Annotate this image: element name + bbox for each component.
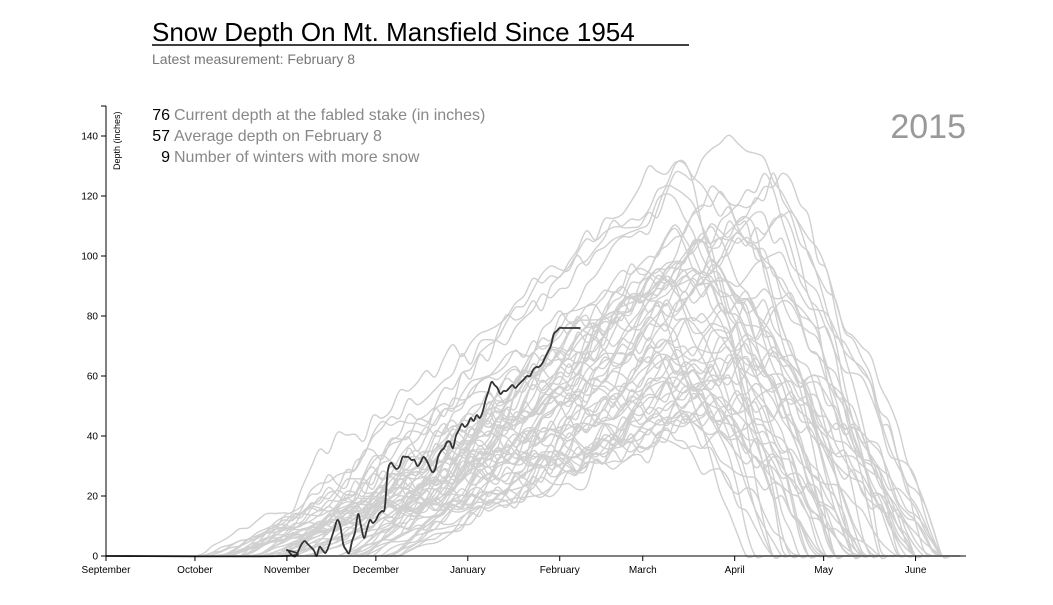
y-tick-label: 0 (92, 552, 98, 563)
y-tick-label: 80 (87, 312, 99, 323)
y-tick-label: 20 (87, 492, 99, 503)
x-tick-label: November (264, 565, 311, 576)
x-tick-label: September (82, 565, 132, 576)
y-axis-ticks: 0 20 40 60 80 100 120 140 (81, 105, 106, 563)
history-line (106, 215, 961, 560)
x-tick-label: May (814, 565, 833, 576)
stats-block: 76 Current depth at the fabled stake (in… (152, 107, 485, 166)
stat-value-average: 57 (152, 128, 170, 145)
stat-label-current: Current depth at the fabled stake (in in… (174, 107, 485, 124)
x-tick-label: February (540, 565, 580, 576)
history-line (106, 237, 961, 558)
history-line (106, 357, 961, 558)
stat-label-winters: Number of winters with more snow (174, 149, 420, 166)
x-tick-label: June (905, 565, 927, 576)
y-axis-title: Depth (inches) (112, 111, 122, 170)
history-line (106, 290, 961, 558)
historical-lines (106, 134, 961, 560)
x-tick-label: March (629, 565, 657, 576)
x-tick-label: December (353, 565, 400, 576)
y-tick-label: 60 (87, 372, 99, 383)
y-tick-label: 120 (81, 192, 98, 203)
x-tick-label: January (450, 565, 486, 576)
x-tick-label: October (177, 565, 213, 576)
history-line (106, 238, 961, 558)
chart-subtitle: Latest measurement: February 8 (152, 51, 355, 67)
chart-title: Snow Depth On Mt. Mansfield Since 1954 (152, 17, 635, 47)
y-tick-label: 100 (81, 252, 98, 263)
stat-value-winters: 9 (161, 149, 170, 166)
x-axis-ticks: September October November December January F… (82, 556, 927, 576)
current-year-line (105, 326, 581, 558)
stat-label-average: Average depth on February 8 (174, 128, 382, 145)
year-label: 2015 (890, 108, 966, 146)
y-tick-label: 140 (81, 132, 98, 143)
x-tick-label: April (725, 565, 745, 576)
y-tick-label: 40 (87, 432, 99, 443)
stat-value-current: 76 (152, 107, 170, 124)
history-line (106, 258, 961, 557)
